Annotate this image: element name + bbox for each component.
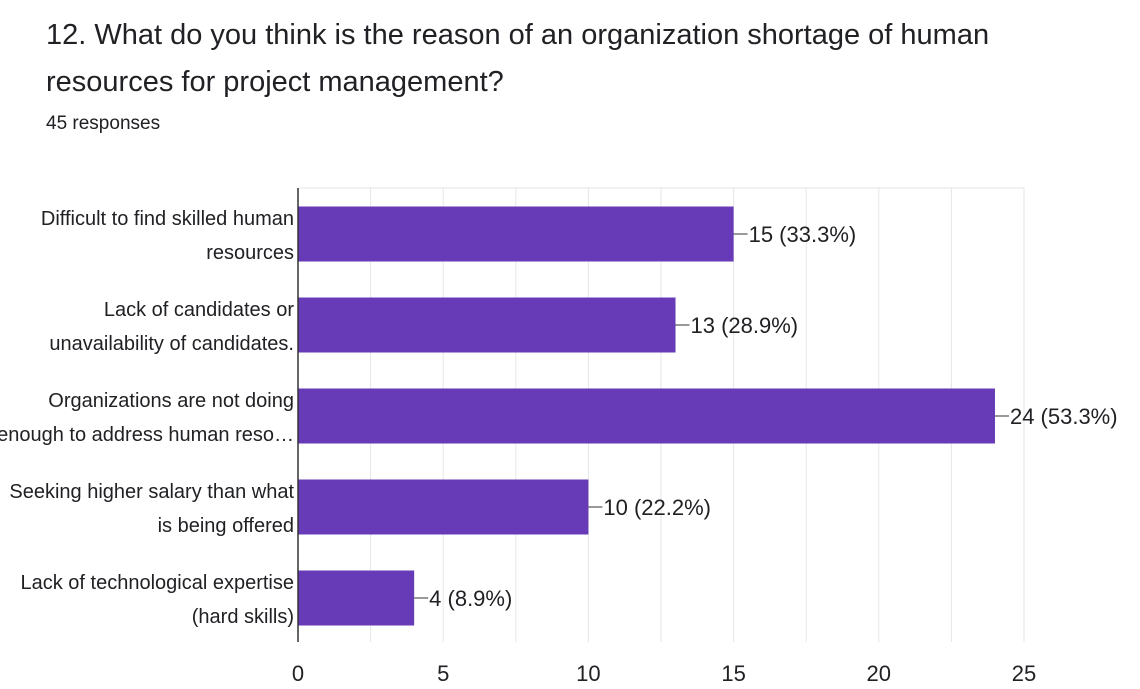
category-label: (hard skills) (192, 606, 294, 628)
x-tick-label: 0 (292, 661, 304, 686)
question-title: 12. What do you think is the reason of a… (46, 19, 990, 98)
x-tick-label: 20 (867, 661, 891, 686)
x-tick-label: 10 (576, 661, 600, 686)
category-label: Lack of candidates or (104, 299, 294, 321)
category-label: Difficult to find skilled human (41, 208, 294, 230)
x-tick-label: 5 (437, 661, 449, 686)
bar-value-label: 24 (53.3%) (1010, 404, 1118, 429)
category-label: unavailability of candidates. (49, 333, 294, 355)
bar (298, 570, 415, 626)
category-label: resources (206, 242, 294, 264)
category-label: Lack of technological expertise (21, 572, 295, 594)
bar (298, 479, 589, 535)
category-label: is being offered (158, 515, 294, 537)
bar (298, 206, 734, 262)
bar-value-label: 10 (22.2%) (603, 495, 711, 520)
bar-value-label: 15 (33.3%) (749, 222, 857, 247)
category-label: enough to address human reso… (0, 424, 294, 446)
x-tick-label: 25 (1012, 661, 1036, 686)
category-label: Seeking higher salary than what (9, 481, 294, 503)
bar-value-label: 13 (28.9%) (691, 313, 799, 338)
bar (298, 297, 676, 353)
x-tick-label: 15 (721, 661, 745, 686)
bar-value-label: 4 (8.9%) (429, 586, 512, 611)
response-count: 45 responses (46, 113, 161, 134)
bar (298, 388, 995, 444)
category-label: Organizations are not doing (48, 390, 294, 412)
